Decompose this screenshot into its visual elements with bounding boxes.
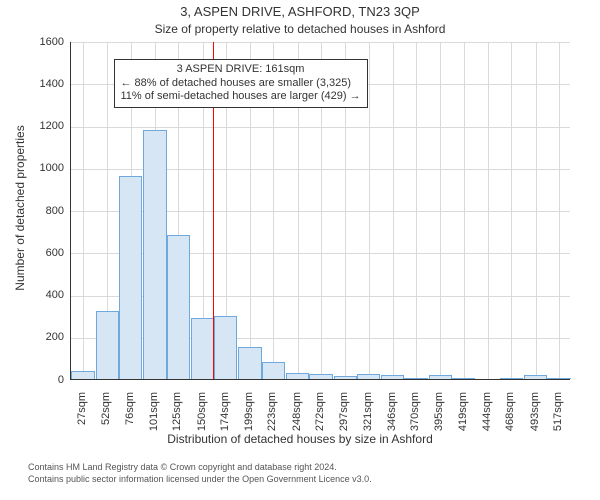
histogram-bar xyxy=(238,347,261,379)
y-tick-label: 1400 xyxy=(40,78,64,90)
x-tick-label: 125sqm xyxy=(171,392,183,440)
y-tick-label: 800 xyxy=(46,205,64,217)
x-tick-label: 248sqm xyxy=(291,392,303,440)
y-tick-label: 1600 xyxy=(40,36,64,48)
y-tick-label: 1200 xyxy=(40,120,64,132)
x-tick-label: 346sqm xyxy=(386,392,398,440)
x-tick-label: 419sqm xyxy=(457,392,469,440)
histogram-bar xyxy=(214,316,237,379)
gridline-vertical xyxy=(536,42,537,379)
histogram-bar xyxy=(71,371,94,379)
x-tick-label: 174sqm xyxy=(219,392,231,440)
x-tick-label: 493sqm xyxy=(529,392,541,440)
histogram-bar xyxy=(452,378,475,379)
histogram-bar xyxy=(143,130,166,379)
x-tick-label: 199sqm xyxy=(243,392,255,440)
x-tick-label: 272sqm xyxy=(314,392,326,440)
x-tick-label: 150sqm xyxy=(196,392,208,440)
gridline-vertical xyxy=(393,42,394,379)
histogram-bar xyxy=(381,375,404,379)
y-tick-label: 400 xyxy=(46,289,64,301)
gridline-vertical xyxy=(83,42,84,379)
gridline-vertical xyxy=(369,42,370,379)
annotation-line: 3 ASPEN DRIVE: 161sqm xyxy=(121,63,361,77)
y-tick-label: 600 xyxy=(46,247,64,259)
x-tick-label: 444sqm xyxy=(481,392,493,440)
histogram-bar xyxy=(547,378,570,379)
histogram-bar xyxy=(167,235,190,379)
histogram-bar xyxy=(500,378,523,379)
annotation-line: ← 88% of detached houses are smaller (3,… xyxy=(121,77,361,91)
chart-title-address: 3, ASPEN DRIVE, ASHFORD, TN23 3QP xyxy=(0,4,600,19)
plot-area: 3 ASPEN DRIVE: 161sqm← 88% of detached h… xyxy=(70,42,570,380)
y-tick-label: 0 xyxy=(58,374,64,386)
x-tick-label: 517sqm xyxy=(552,392,564,440)
x-tick-label: 76sqm xyxy=(124,392,136,440)
annotation-callout: 3 ASPEN DRIVE: 161sqm← 88% of detached h… xyxy=(114,59,368,108)
x-tick-label: 297sqm xyxy=(338,392,350,440)
histogram-bar xyxy=(357,374,380,379)
histogram-bar xyxy=(262,362,285,379)
y-tick-label: 200 xyxy=(46,331,64,343)
x-tick-label: 370sqm xyxy=(409,392,421,440)
gridline-vertical xyxy=(559,42,560,379)
gridline-vertical xyxy=(464,42,465,379)
histogram-bar xyxy=(404,378,427,379)
histogram-bar xyxy=(524,375,547,379)
x-tick-label: 223sqm xyxy=(266,392,278,440)
x-tick-label: 468sqm xyxy=(504,392,516,440)
x-tick-label: 52sqm xyxy=(100,392,112,440)
annotation-line: 11% of semi-detached houses are larger (… xyxy=(121,90,361,104)
histogram-bar xyxy=(334,376,357,379)
x-tick-label: 321sqm xyxy=(362,392,374,440)
attribution-line-2: Contains public sector information licen… xyxy=(28,474,600,486)
histogram-bar xyxy=(286,373,309,379)
gridline-vertical xyxy=(488,42,489,379)
attribution-line-1: Contains HM Land Registry data © Crown c… xyxy=(28,462,600,474)
data-attribution: Contains HM Land Registry data © Crown c… xyxy=(0,462,600,485)
histogram-bar xyxy=(119,176,142,379)
histogram-bar xyxy=(191,318,214,379)
x-tick-label: 27sqm xyxy=(76,392,88,440)
property-size-histogram: 3, ASPEN DRIVE, ASHFORD, TN23 3QP Size o… xyxy=(0,0,600,500)
histogram-bar xyxy=(96,311,119,379)
histogram-bar xyxy=(429,375,452,379)
gridline-vertical xyxy=(440,42,441,379)
gridline-vertical xyxy=(416,42,417,379)
y-axis-label: Number of detached properties xyxy=(13,108,27,308)
gridline-vertical xyxy=(511,42,512,379)
x-tick-label: 395sqm xyxy=(433,392,445,440)
chart-title-description: Size of property relative to detached ho… xyxy=(0,22,600,36)
histogram-bar xyxy=(309,374,332,379)
y-tick-label: 1000 xyxy=(40,162,64,174)
x-tick-label: 101sqm xyxy=(148,392,160,440)
